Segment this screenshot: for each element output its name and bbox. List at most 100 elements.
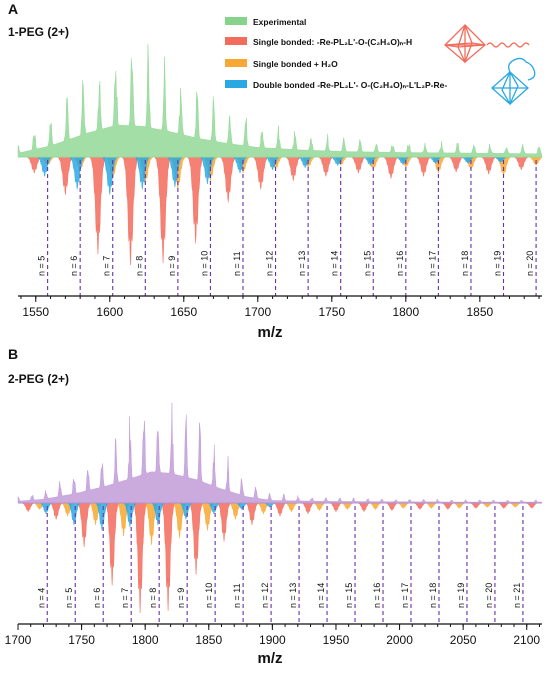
legend-swatch-water [225, 59, 247, 67]
simulated-peak-single-bonded [413, 156, 434, 178]
n-label: n = 4 [36, 588, 46, 608]
panel-b-title: 2-PEG (2+) [8, 372, 69, 386]
x-tick-label: 1700 [5, 633, 32, 647]
simulated-peak-single-bonded [478, 156, 499, 175]
simulated-peak-single-bonded-h2o [339, 502, 356, 510]
simulated-peak-single-bonded [215, 502, 233, 542]
n-label: n = 10 [204, 583, 214, 608]
simulated-peak-single-bonded [327, 502, 345, 513]
x-tick-label: 2100 [513, 633, 540, 647]
x-tick-label: 1800 [132, 633, 159, 647]
legend-label-single: Single bonded: -Re-PL₂L'-O-(C₂H₄O)ₙ-H [253, 37, 412, 47]
n-label: n = 19 [456, 583, 466, 608]
simulated-peak-single-bonded [103, 502, 121, 586]
x-tick-label: 1700 [244, 305, 271, 319]
simulated-peak-single-bonded [315, 156, 336, 178]
simulated-peak-single-bonded-h2o [366, 502, 384, 510]
n-label: n = 14 [316, 583, 326, 608]
panel-a-chart: n = 5 n = 6 n = 7 n = 8 n = 9 n = 10 n = 11 n =… [17, 44, 543, 341]
experimental-spectrum [17, 402, 543, 504]
n-label: n = 6 [69, 256, 79, 276]
simulated-peak-single-bonded [187, 502, 205, 575]
simulated-peak-single-bonded [283, 156, 304, 181]
x-tick-label: 1550 [22, 305, 49, 319]
simulated-peak-single-bonded [55, 156, 76, 195]
n-label: n = 12 [265, 251, 275, 276]
x-tick-label: 1950 [323, 633, 350, 647]
x-tick-label: 2050 [450, 633, 477, 647]
n-label: n = 17 [400, 583, 410, 608]
n-label: n = 9 [176, 588, 186, 608]
n-label: n = 19 [493, 251, 503, 276]
n-label: n = 9 [167, 256, 177, 276]
simulated-peak-single-bonded [19, 502, 37, 513]
red-octahedron-cluster-with-peg-chain-icon [444, 24, 530, 64]
blue-octahedron-cluster-with-peg-loop-icon [491, 57, 536, 106]
n-label: n = 16 [372, 583, 382, 608]
simulated-peak-single-bonded [159, 502, 177, 611]
x-tick-label: 1650 [170, 305, 197, 319]
legend-swatch-experimental [225, 17, 247, 25]
n-label: n = 15 [344, 583, 354, 608]
simulated-peak-single-bonded [411, 502, 429, 510]
simulated-peak-single-bonded [243, 502, 261, 526]
simulated-peak-single-bonded [120, 156, 141, 266]
x-tick-label: 1850 [195, 633, 222, 647]
simulated-peak-single-bonded-h2o [478, 502, 496, 508]
n-label: n = 14 [330, 251, 340, 276]
n-label: n = 11 [232, 583, 242, 608]
simulated-peak-single-bonded [47, 502, 65, 521]
legend-label-double: Double bonded -Re-PL₂L'- O-(C₂H₄O)ₙ-L'L₂… [253, 80, 447, 90]
simulated-peak-single-bonded-h2o [394, 502, 412, 509]
x-tick-label: 2000 [386, 633, 413, 647]
simulated-peak-single-bonded [271, 502, 289, 517]
experimental-spectrum [17, 44, 543, 158]
x-tick-label: 1750 [68, 633, 95, 647]
simulated-peak-single-bonded [299, 502, 317, 515]
simulated-peak-single-bonded [523, 502, 541, 509]
simulated-peak-single-bonded-h2o [282, 502, 301, 513]
n-label: n = 18 [428, 583, 438, 608]
simulated-peak-single-bonded [439, 502, 457, 510]
simulated-peak-single-bonded-h2o [310, 502, 329, 512]
simulated-peak-single-bonded-h2o [526, 156, 543, 167]
n-label: n = 5 [64, 588, 74, 608]
simulated-peak-single-bonded [348, 156, 369, 174]
legend-swatch-double [225, 80, 247, 88]
simulated-peak-single-bonded [495, 502, 513, 509]
n-label: n = 15 [362, 251, 372, 276]
n-label: n = 21 [512, 583, 522, 608]
n-label: n = 6 [92, 588, 102, 608]
simulated-peak-single-bonded-h2o [493, 156, 514, 178]
n-label: n = 17 [427, 251, 437, 276]
legend-label-water: Single bonded + H₂O [253, 59, 338, 69]
panel-b-chart: n = 4 n = 5 n = 6 n = 7 n = 8 n = 9 n = 10 n = … [5, 402, 543, 667]
simulated-peak-single-bonded [250, 156, 271, 190]
x-tick-label: 1750 [318, 305, 345, 319]
x-tick-label: 1850 [466, 305, 493, 319]
n-label: n = 5 [37, 256, 47, 276]
simulated-peak-single-bonded [511, 156, 532, 171]
simulated-peak-single-bonded [355, 502, 373, 513]
simulated-peak-single-bonded [131, 502, 149, 614]
simulated-peak-single-bonded [185, 156, 206, 244]
legend-label-experimental: Experimental [253, 17, 306, 27]
legend: Experimental Single bonded: -Re-PL₂L'-O-… [225, 17, 447, 90]
simulated-peak-single-bonded [75, 502, 93, 548]
n-label: n = 12 [260, 583, 270, 608]
simulated-peak-single-bonded-h2o [422, 502, 440, 509]
simulated-peak-single-bonded [381, 156, 401, 179]
n-label: n = 7 [120, 588, 130, 608]
simulated-peak-single-bonded [153, 156, 174, 263]
n-label: n = 8 [148, 588, 158, 608]
n-label: n = 20 [484, 583, 494, 608]
x-tick-label: 1800 [392, 305, 419, 319]
simulated-peak-single-bonded [87, 156, 108, 255]
panel-b-letter: B [8, 346, 18, 362]
x-axis-label: m/z [257, 324, 282, 341]
n-label: n = 7 [102, 256, 112, 276]
x-axis-label: m/z [257, 650, 282, 667]
n-label: n = 10 [199, 251, 209, 276]
simulated-peak-single-bonded [218, 156, 239, 203]
